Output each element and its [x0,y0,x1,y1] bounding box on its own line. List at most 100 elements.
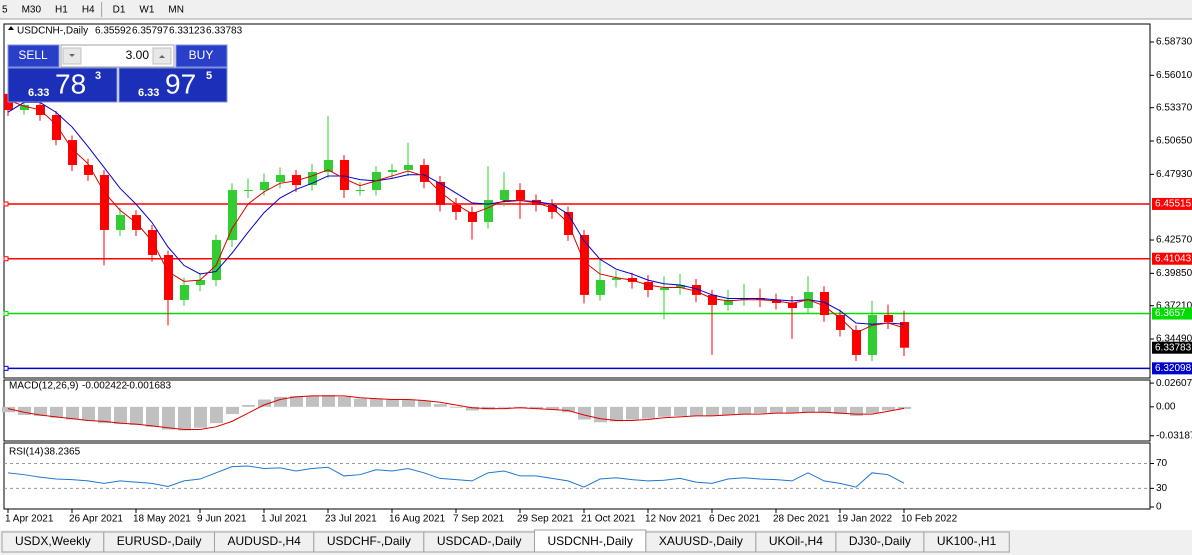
tab-background[interactable] [923,531,1010,553]
tab-label[interactable]: EURUSD-,Daily [117,534,202,548]
collapse-arrow[interactable] [8,26,14,30]
candle-body [324,160,333,173]
candle-body [52,115,61,141]
y-tick-label: 6.37210 [1156,300,1192,311]
macd-bar [786,406,799,414]
level-handle[interactable] [3,365,9,371]
one-click-trading: SELL 3.00 BUY 6.33 78 3 6.33 97 5 [7,44,228,103]
macd-bar [178,406,191,431]
level-price-label: 6.3657 [1155,308,1186,319]
ask-price-box[interactable] [118,67,228,103]
y-tick-label: 6.47930 [1156,169,1192,180]
macd-bar [818,406,831,413]
bid-point: 3 [95,70,101,82]
tab-label[interactable]: USDCNH-,Daily [548,534,633,548]
chart-tabs: USDX,Weekly EURUSD-,Daily AUDUSD-,H4 USDCHF… [0,529,1192,555]
tab-label[interactable]: USDCAD-,Daily [437,534,522,548]
current-price-box [1152,341,1192,354]
macd-signal-value: -0.001683 [126,381,171,392]
macd-bar [898,406,911,410]
tab[interactable]: USDCHF-,Daily [313,531,425,553]
candle-body [68,140,77,166]
level-price-box [1152,307,1192,320]
y-tick-label: 6.58730 [1156,37,1192,48]
macd-bar [258,399,271,407]
candle-body [244,190,253,192]
macd-bar [434,404,447,407]
tab-label[interactable]: UK100-,H1 [937,534,997,548]
macd-bar [834,406,847,415]
tab-label[interactable]: DJ30-,Daily [849,534,911,548]
tab-label[interactable]: XAUUSD-,Daily [659,534,743,548]
level-handle[interactable] [3,311,9,317]
x-tick-label: 19 Jan 2022 [837,514,892,525]
level-price-label: 6.45515 [1155,199,1192,210]
macd-bar [210,406,223,424]
tab[interactable]: UKOil-,H4 [755,531,837,553]
y-tick-label: 6.50650 [1156,136,1192,147]
macd-bar [450,406,463,408]
timeframe-button[interactable]: M30 [22,5,42,16]
tab[interactable]: AUDUSD-,H4 [213,531,315,553]
macd-bar [386,399,399,407]
tab[interactable]: USDX,Weekly [1,531,105,553]
tab[interactable]: DJ30-,Daily [835,531,925,553]
candle-body [404,165,413,170]
bid-price-box[interactable] [7,67,118,103]
macd-bar [722,406,735,415]
x-tick-label: 1 Jul 2021 [261,514,308,525]
timeframe-button[interactable]: D1 [113,5,126,16]
timeframe-button[interactable]: 5 [2,5,8,16]
tab-label[interactable]: UKOil-,H4 [769,534,823,548]
buy-button[interactable] [175,44,228,68]
level-price-label: 6.32098 [1155,363,1192,374]
y-tick-label: 30 [1156,483,1168,494]
macd-bar [754,406,767,414]
macd-bar [530,406,543,409]
candle-body [836,315,845,330]
y-tick-label: 0.02607 [1156,378,1192,389]
x-tick-label: 7 Sep 2021 [453,514,505,525]
moving-average [7,101,905,325]
tab[interactable]: USDCAD-,Daily [423,531,536,553]
candle-body [180,284,189,300]
macd-bar [130,406,143,425]
tab-label[interactable]: USDX,Weekly [15,534,91,548]
level-handle[interactable] [3,201,9,207]
level-handle[interactable] [3,256,9,262]
macd-bar [66,406,79,420]
macd-bar [226,406,239,415]
timeframe-button[interactable]: W1 [139,5,154,16]
chart-panels [3,23,1151,510]
sell-button[interactable] [7,44,60,68]
timeframe-button[interactable]: H4 [82,5,95,16]
candle-body [724,299,733,305]
macd-signal-line [7,395,905,431]
macd-bar [2,406,15,413]
x-tick-label: 16 Aug 2021 [389,514,446,525]
tab-label[interactable]: USDCHF-,Daily [327,534,411,548]
macd-bar [18,406,31,415]
candle-body [660,287,669,291]
tab[interactable]: USDCNH-,Daily [534,529,647,553]
y-tick-label: 0 [1156,502,1162,513]
tab[interactable]: XAUUSD-,Daily [645,531,757,553]
macd-bar [642,406,655,419]
candle-body [308,172,317,186]
timeframe-bar: 5 M30 H1 H4 D1 W1 MN [2,2,184,17]
timeframe-button[interactable]: MN [168,5,184,16]
y-tick-label: 6.42570 [1156,235,1192,246]
lot-input[interactable] [60,44,175,68]
candle-body [500,190,509,200]
tab[interactable]: UK100-,H1 [923,531,1010,553]
macd-bar [146,406,159,427]
timeframe-button[interactable]: H1 [55,5,68,16]
macd-bar [322,395,335,407]
candle-body [596,279,605,295]
tab-label[interactable]: AUDUSD-,H4 [227,534,301,548]
candle-body [292,174,301,186]
ask-point: 5 [206,70,212,82]
level-price-box [1152,252,1192,265]
rsi-line [7,465,905,488]
tab[interactable]: EURUSD-,Daily [103,531,215,553]
